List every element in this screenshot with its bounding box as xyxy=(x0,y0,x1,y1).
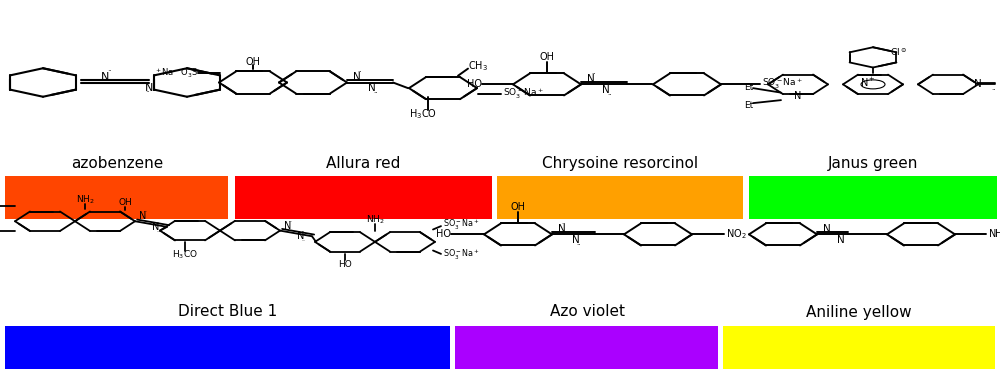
Text: ··: ·· xyxy=(301,238,305,244)
Bar xyxy=(497,176,743,219)
Bar xyxy=(749,176,997,219)
Text: N$^+$: N$^+$ xyxy=(860,76,876,89)
Text: OH: OH xyxy=(118,198,132,207)
Text: HO: HO xyxy=(436,230,451,239)
Text: NO$_2$: NO$_2$ xyxy=(726,228,747,241)
Text: Chrysoine resorcinol: Chrysoine resorcinol xyxy=(542,156,698,171)
Text: ··: ·· xyxy=(156,229,160,234)
Text: ··: ·· xyxy=(146,88,150,98)
Text: N: N xyxy=(794,92,802,101)
Text: ··: ·· xyxy=(607,92,611,98)
Text: SO$_3^-$Na$^+$: SO$_3^-$Na$^+$ xyxy=(503,87,544,101)
Text: NH$_2$: NH$_2$ xyxy=(366,213,384,226)
Text: Et: Et xyxy=(744,83,753,92)
Text: N: N xyxy=(572,235,580,245)
Text: N: N xyxy=(139,211,147,221)
Text: ··: ·· xyxy=(358,69,362,75)
Bar xyxy=(235,176,492,219)
Text: ··: ·· xyxy=(562,221,566,227)
Text: ··: ·· xyxy=(576,242,580,248)
Text: H$_3$CO: H$_3$CO xyxy=(172,249,198,261)
Text: N: N xyxy=(602,85,610,95)
Text: ··: ·· xyxy=(373,90,377,96)
Text: N: N xyxy=(284,221,292,231)
Text: N: N xyxy=(145,83,153,93)
Text: N: N xyxy=(297,231,305,241)
Text: N: N xyxy=(152,222,160,232)
Text: ··: ·· xyxy=(143,209,147,214)
Text: SO$_3^-$Na$^+$: SO$_3^-$Na$^+$ xyxy=(443,248,480,262)
Text: Et: Et xyxy=(744,100,753,109)
Bar xyxy=(455,326,718,369)
Text: NH$_2$: NH$_2$ xyxy=(988,228,1000,241)
Text: $^+$Na$^-$O$_3$S: $^+$Na$^-$O$_3$S xyxy=(154,66,198,80)
Text: N: N xyxy=(101,72,109,82)
Text: ··: ·· xyxy=(107,68,111,76)
Text: N: N xyxy=(587,74,595,84)
Text: N: N xyxy=(837,235,845,245)
Text: Janus green: Janus green xyxy=(828,156,918,171)
Text: N: N xyxy=(974,80,982,89)
Text: H$_3$CO: H$_3$CO xyxy=(409,108,437,121)
Text: OH: OH xyxy=(246,57,260,67)
Text: HO: HO xyxy=(467,80,482,89)
Text: Allura red: Allura red xyxy=(326,156,400,171)
Text: ··: ·· xyxy=(288,219,292,224)
Text: ··: ·· xyxy=(592,71,596,77)
Text: azobenzene: azobenzene xyxy=(71,156,163,171)
Text: OH: OH xyxy=(539,53,554,62)
Text: N: N xyxy=(558,224,566,234)
Text: N: N xyxy=(368,83,376,93)
Bar xyxy=(5,326,450,369)
Text: SO$_3^-$Na$^+$: SO$_3^-$Na$^+$ xyxy=(443,218,480,232)
Text: HO: HO xyxy=(338,260,352,269)
Text: CH$_3$: CH$_3$ xyxy=(468,60,488,73)
Text: N: N xyxy=(353,72,361,82)
Text: ··: ·· xyxy=(991,87,995,93)
Text: N: N xyxy=(823,224,831,234)
Text: Direct Blue 1: Direct Blue 1 xyxy=(178,304,278,320)
Text: Azo violet: Azo violet xyxy=(550,304,624,320)
Text: NH$_2$: NH$_2$ xyxy=(76,193,94,206)
Bar xyxy=(723,326,995,369)
Text: SO$_3^-$Na$^+$: SO$_3^-$Na$^+$ xyxy=(762,77,803,92)
Text: Aniline yellow: Aniline yellow xyxy=(806,304,912,320)
Bar xyxy=(5,176,228,219)
Text: OH: OH xyxy=(511,202,526,212)
Text: Cl$^\circleddash$: Cl$^\circleddash$ xyxy=(890,46,906,58)
